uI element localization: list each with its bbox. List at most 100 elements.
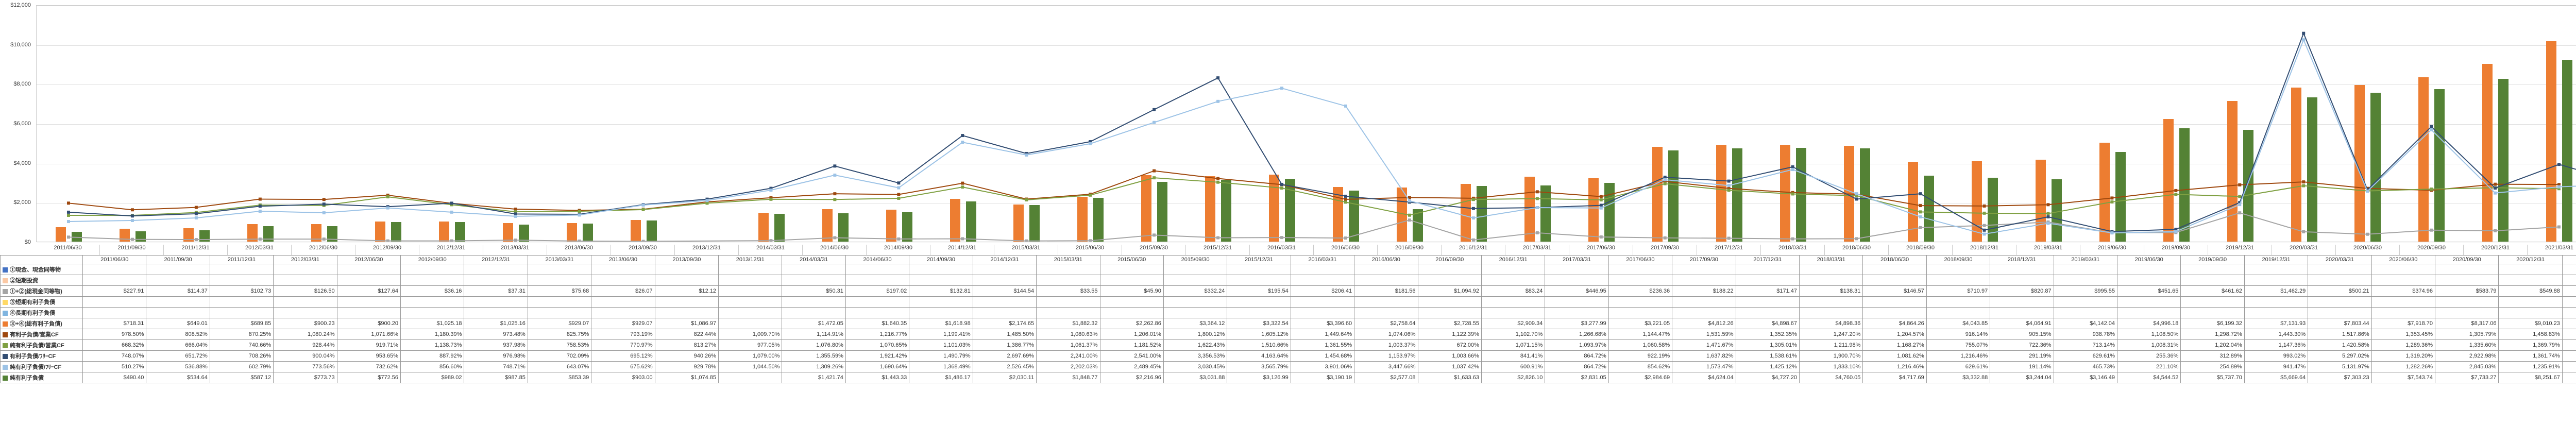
x-tick: 2013/03/31 bbox=[483, 245, 547, 255]
marker-netdebt_fcf bbox=[323, 211, 326, 214]
cell-st_invest bbox=[83, 275, 146, 286]
marker-total_cash bbox=[1089, 239, 1092, 242]
marker-netdebt_ocf bbox=[2046, 212, 2049, 215]
cell-st_invest bbox=[845, 275, 909, 286]
cell-st_invest bbox=[1545, 275, 1608, 286]
x-tick: 2016/12/31 bbox=[1442, 245, 1505, 255]
cell-net_debt: $4,717.69 bbox=[1863, 372, 1926, 383]
marker-netdebt_fcf bbox=[450, 211, 453, 214]
cell-cash bbox=[2562, 264, 2576, 275]
cell-debt_fcf: 3,356.53% bbox=[1163, 351, 1227, 362]
cell-st_invest bbox=[1672, 275, 1736, 286]
cell-debt_ocf: 1,266.68% bbox=[1545, 329, 1608, 340]
cell-st_invest bbox=[1418, 275, 1481, 286]
cell-lt_debt bbox=[1672, 308, 1736, 318]
marker-debt_fcf bbox=[259, 205, 262, 208]
marker-netdebt_fcf bbox=[195, 216, 198, 219]
cell-debt_fcf: 887.92% bbox=[401, 351, 464, 362]
cell-st_invest bbox=[2499, 275, 2562, 286]
cell-cash bbox=[1863, 264, 1926, 275]
col-header: 2015/06/30 bbox=[1100, 256, 1163, 264]
cell-debt_ocf: 1,114.91% bbox=[782, 329, 845, 340]
marker-debt_fcf bbox=[450, 201, 453, 205]
cell-lt_debt bbox=[401, 308, 464, 318]
marker-netdebt_fcf bbox=[1408, 199, 1411, 202]
cell-lt_debt bbox=[1926, 308, 1990, 318]
col-header: 2014/12/31 bbox=[973, 256, 1036, 264]
cell-netdebt_fcf: 510.27% bbox=[83, 362, 146, 372]
cell-total_cash: $171.47 bbox=[1736, 286, 1799, 297]
col-header: 2018/09/30 bbox=[1926, 256, 1990, 264]
marker-netdebt_fcf bbox=[2366, 190, 2369, 193]
cell-net_debt: $2,030.11 bbox=[973, 372, 1036, 383]
y-left-tick: $6,000 bbox=[3, 121, 31, 127]
cell-debt_ocf: 808.52% bbox=[146, 329, 210, 340]
cell-lt_debt bbox=[2117, 308, 2181, 318]
cell-netdebt_fcf: 675.62% bbox=[591, 362, 655, 372]
marker-netdebt_fcf bbox=[1919, 215, 1922, 218]
col-header: 2017/09/30 bbox=[1672, 256, 1736, 264]
marker-netdebt_fcf bbox=[2557, 185, 2561, 189]
cell-netdebt_ocf: 668.32% bbox=[83, 340, 146, 351]
cell-net_debt: $7,303.23 bbox=[2308, 372, 2371, 383]
x-tick: 2019/06/30 bbox=[2080, 245, 2144, 255]
marker-total_cash bbox=[2430, 229, 2433, 232]
cell-total_cash: $1,094.92 bbox=[1418, 286, 1481, 297]
cell-lt_debt bbox=[1227, 308, 1291, 318]
cell-lt_debt bbox=[2562, 308, 2576, 318]
cell-st_invest bbox=[973, 275, 1036, 286]
cell-lt_debt bbox=[337, 308, 400, 318]
marker-debt_fcf bbox=[67, 211, 70, 214]
cell-debt_fcf: 1,355.59% bbox=[782, 351, 845, 362]
marker-netdebt_fcf bbox=[961, 141, 964, 144]
cell-total_cash: $75.68 bbox=[528, 286, 591, 297]
marker-total_cash bbox=[1344, 236, 1347, 240]
marker-total_cash bbox=[833, 236, 836, 239]
x-tick: 2019/03/31 bbox=[2016, 245, 2080, 255]
cell-st_invest bbox=[2435, 275, 2499, 286]
cell-net_debt: $4,727.20 bbox=[1736, 372, 1799, 383]
cell-netdebt_fcf: 536.88% bbox=[146, 362, 210, 372]
marker-netdebt_fcf bbox=[1153, 121, 1156, 124]
cell-debt_fcf: 1,153.97% bbox=[1354, 351, 1418, 362]
cell-st_invest bbox=[2244, 275, 2308, 286]
cell-netdebt_fcf: 854.62% bbox=[1608, 362, 1672, 372]
cell-netdebt_ocf: 1,070.65% bbox=[845, 340, 909, 351]
cell-debt_ocf: 905.15% bbox=[1990, 329, 2054, 340]
cell-cash bbox=[655, 264, 718, 275]
cell-debt_fcf: 1,081.62% bbox=[1863, 351, 1926, 362]
cell-total_debt: $4,142.04 bbox=[2054, 318, 2117, 329]
col-header: 2019/09/30 bbox=[2181, 256, 2244, 264]
cell-debt_fcf: 702.09% bbox=[528, 351, 591, 362]
marker-total_cash bbox=[769, 239, 772, 242]
cell-total_cash: $820.87 bbox=[1990, 286, 2054, 297]
cell-net_debt: $2,216.96 bbox=[1100, 372, 1163, 383]
marker-netdebt_ocf bbox=[1727, 189, 1731, 192]
cell-total_cash: $12.12 bbox=[655, 286, 718, 297]
cell-debt_fcf: 841.41% bbox=[1481, 351, 1545, 362]
cell-debt_fcf: 4,163.64% bbox=[1227, 351, 1291, 362]
cell-net_debt: $587.12 bbox=[210, 372, 273, 383]
cell-netdebt_fcf: 1,368.49% bbox=[909, 362, 973, 372]
cell-net_debt: $534.64 bbox=[146, 372, 210, 383]
cell-total_debt: $4,898.36 bbox=[1799, 318, 1862, 329]
cell-netdebt_fcf: 1,833.10% bbox=[1799, 362, 1862, 372]
x-tick: 2011/12/31 bbox=[164, 245, 228, 255]
marker-netdebt_ocf bbox=[1472, 198, 1475, 201]
y-left-tick: $2,000 bbox=[3, 199, 31, 206]
x-tick: 2020/09/30 bbox=[2400, 245, 2464, 255]
x-tick: 2015/03/31 bbox=[994, 245, 1058, 255]
marker-debt_ocf bbox=[2238, 183, 2241, 186]
cell-st_invest bbox=[2181, 275, 2244, 286]
cell-netdebt_ocf: 937.98% bbox=[464, 340, 528, 351]
marker-debt_ocf bbox=[1919, 204, 1922, 207]
marker-total_cash bbox=[897, 237, 900, 241]
cell-st_debt bbox=[845, 297, 909, 308]
marker-debt_ocf bbox=[67, 201, 70, 205]
cell-lt_debt bbox=[210, 308, 273, 318]
x-tick: 2018/03/31 bbox=[1761, 245, 1825, 255]
cell-netdebt_ocf: 1,181.52% bbox=[1100, 340, 1163, 351]
cell-st_invest bbox=[909, 275, 973, 286]
marker-netdebt_ocf bbox=[578, 210, 581, 213]
marker-netdebt_fcf bbox=[769, 189, 772, 192]
